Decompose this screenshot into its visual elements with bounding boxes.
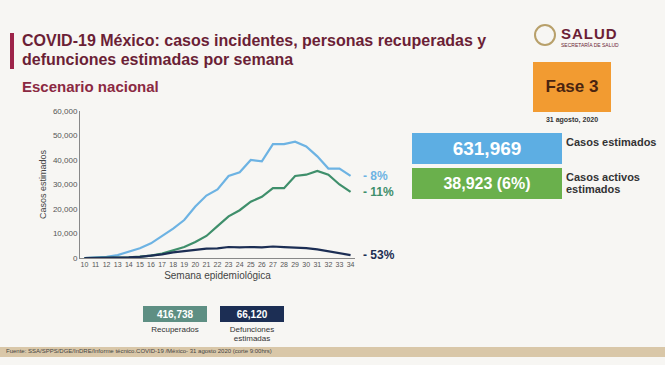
svg-text:20,000: 20,000 — [53, 205, 78, 214]
svg-text:50,000: 50,000 — [53, 131, 78, 140]
svg-text:16: 16 — [147, 261, 155, 268]
svg-text:13: 13 — [114, 261, 122, 268]
svg-text:10,000: 10,000 — [53, 229, 78, 238]
html-text:Escenario nacional: Escenario nacional — [22, 78, 159, 95]
svg-text:32: 32 — [324, 261, 332, 268]
svg-text:17: 17 — [158, 261, 166, 268]
svg-text:- 11%: - 11% — [363, 185, 394, 199]
svg-text:24: 24 — [236, 261, 244, 268]
svg-text:23: 23 — [225, 261, 233, 268]
svg-text:- 8%: - 8% — [363, 169, 388, 183]
svg-text:60,000: 60,000 — [53, 107, 78, 116]
html-text:31 agosto, 2020: 31 agosto, 2020 — [545, 116, 599, 123]
svg-text:0: 0 — [73, 254, 78, 263]
html-text:Casos estimados: Casos estimados — [566, 136, 657, 148]
svg-text:19: 19 — [180, 261, 188, 268]
svg-text:27: 27 — [269, 261, 277, 268]
svg-text:- 53%: - 53% — [363, 248, 395, 262]
svg-text:31: 31 — [313, 261, 321, 268]
svg-text:12: 12 — [103, 261, 111, 268]
html-text:38,923 (6%): 38,923 (6%) — [443, 174, 531, 192]
svg-text:18: 18 — [169, 261, 177, 268]
svg-text:10: 10 — [81, 261, 89, 268]
svg-text:22: 22 — [214, 261, 222, 268]
html-text:Defunciones estimadas: Defunciones estimadas — [229, 325, 275, 343]
html-text:COVID-19 México: casos inciden: COVID-19 México: casos incidentes, perso… — [22, 32, 487, 68]
svg-text:14: 14 — [125, 261, 133, 268]
html-text:SALUD: SALUD — [561, 25, 618, 42]
svg-text:26: 26 — [258, 261, 266, 268]
html-text:Fase 3: Fase 3 — [545, 77, 599, 96]
svg-text:25: 25 — [247, 261, 255, 268]
svg-text:Casos estimados: Casos estimados — [38, 149, 48, 219]
svg-text:11: 11 — [92, 261, 99, 268]
html-text:SECRETARÍA DE SALUD: SECRETARÍA DE SALUD — [561, 42, 619, 48]
svg-text:Semana epidemiológica: Semana epidemiológica — [164, 270, 271, 281]
html-text:631,969: 631,969 — [452, 137, 522, 159]
svg-text:15: 15 — [136, 261, 144, 268]
html-text:Recuperados: Recuperados — [151, 325, 199, 334]
svg-text:33: 33 — [336, 261, 344, 268]
svg-text:40,000: 40,000 — [53, 156, 78, 165]
html-text:416,738: 416,738 — [156, 308, 194, 320]
html-text:66,120: 66,120 — [236, 308, 268, 320]
svg-text:30,000: 30,000 — [53, 180, 78, 189]
html-text:Fuente: SSA/SPPS/DGE/InDRE/Inf: Fuente: SSA/SPPS/DGE/InDRE/Informe técni… — [6, 348, 272, 354]
svg-text:30: 30 — [302, 261, 310, 268]
svg-text:34: 34 — [347, 261, 355, 268]
svg-text:29: 29 — [291, 261, 299, 268]
svg-text:28: 28 — [280, 261, 288, 268]
html-text:Casos activos estimados: Casos activos estimados — [566, 171, 640, 195]
svg-text:20: 20 — [191, 261, 199, 268]
svg-text:21: 21 — [203, 261, 211, 268]
